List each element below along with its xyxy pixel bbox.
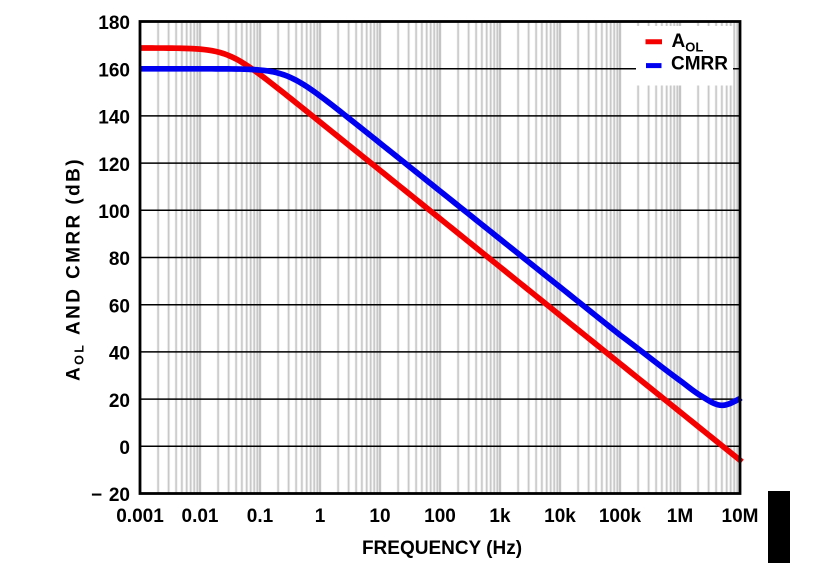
svg-text:40: 40 — [109, 344, 130, 365]
svg-text:10: 10 — [369, 506, 390, 527]
svg-text:180: 180 — [98, 13, 130, 34]
svg-text:FREQUENCY (Hz): FREQUENCY (Hz) — [362, 538, 522, 559]
svg-text:1M: 1M — [667, 506, 693, 527]
svg-text:0.01: 0.01 — [182, 506, 219, 527]
svg-text:1k: 1k — [489, 506, 511, 527]
svg-text:160: 160 — [98, 60, 130, 81]
svg-text:80: 80 — [109, 249, 130, 270]
svg-text:20: 20 — [109, 485, 130, 506]
svg-text:100: 100 — [98, 202, 130, 223]
svg-text:0.1: 0.1 — [247, 506, 274, 527]
svg-text:100k: 100k — [599, 506, 642, 527]
svg-text:0: 0 — [119, 438, 130, 459]
svg-text:20: 20 — [109, 391, 130, 412]
svg-text:CMRR: CMRR — [671, 54, 728, 75]
svg-text:140: 140 — [98, 108, 130, 129]
svg-text:100: 100 — [424, 506, 456, 527]
svg-text:0.001: 0.001 — [116, 506, 164, 527]
svg-text:AOL AND CMRR (dB): AOL AND CMRR (dB) — [64, 157, 87, 381]
svg-text:10k: 10k — [544, 506, 576, 527]
svg-text:−: − — [91, 485, 102, 506]
svg-text:1: 1 — [315, 506, 326, 527]
svg-text:120: 120 — [98, 155, 130, 176]
svg-text:60: 60 — [109, 296, 130, 317]
svg-text:10M: 10M — [722, 506, 759, 527]
